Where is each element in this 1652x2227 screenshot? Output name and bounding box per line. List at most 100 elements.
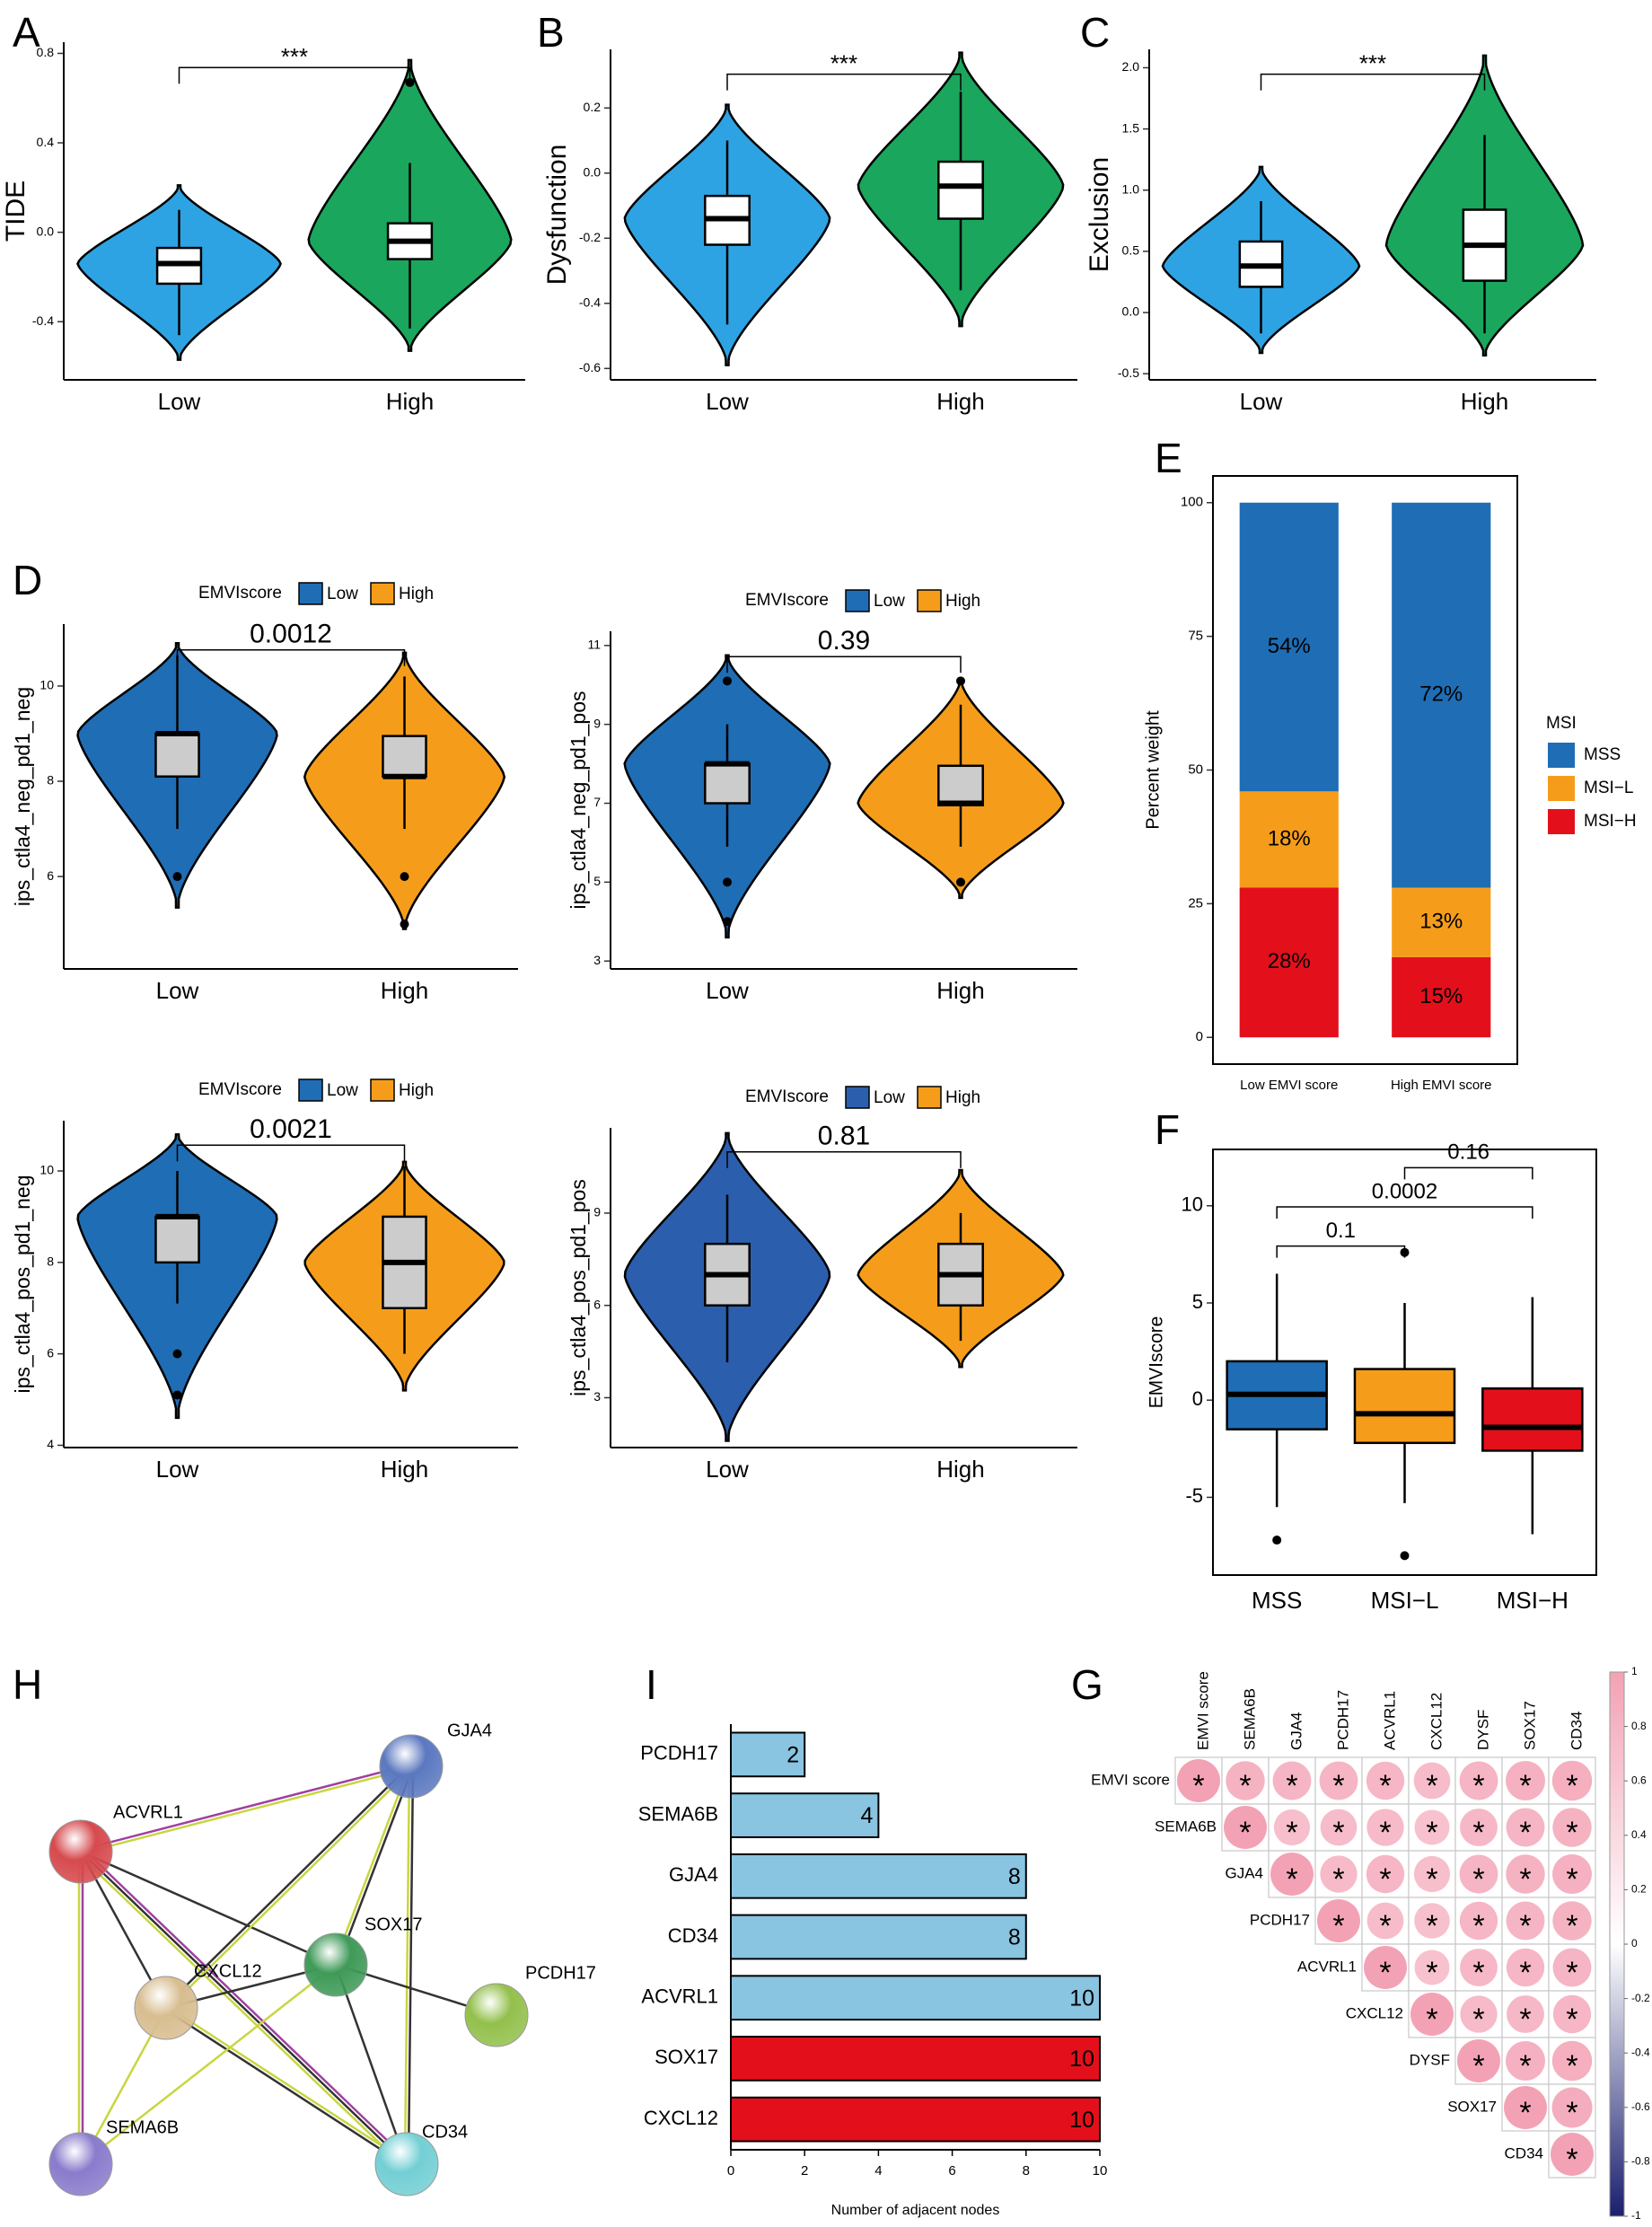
x-tick-label: Low [158, 388, 201, 415]
y-tick-label: ACVRL1 [641, 1985, 718, 2008]
correlation-circle [1506, 1808, 1545, 1847]
y-tick-label: 0.0 [1122, 304, 1140, 319]
y-tick-label: 7 [593, 795, 601, 809]
network-node [48, 1819, 113, 1884]
outlier [956, 877, 965, 887]
y-tick-label: 0.4 [37, 135, 55, 149]
colorbar-tick-label: -1 [1631, 2209, 1641, 2222]
correlation-circle [1414, 1950, 1450, 1985]
box [154, 1215, 200, 1264]
correlation-circle [1366, 1809, 1404, 1846]
outlier [172, 1390, 182, 1400]
y-tick-label: 6 [47, 1345, 54, 1360]
significance-star: * [1566, 1862, 1577, 1897]
network-edge [163, 1764, 411, 2008]
colorbar-tick-label: -0.4 [1631, 2046, 1650, 2058]
significance-label: 0.81 [818, 1122, 870, 1151]
box [937, 764, 984, 806]
x-tick-label: 10 [1093, 2163, 1108, 2179]
x-tick-label: Low [156, 1456, 199, 1483]
legend-label: High [399, 585, 434, 603]
correlation-circle [1366, 1902, 1404, 1940]
panel-label: F [1155, 1106, 1180, 1153]
significance-star: * [1472, 2049, 1484, 2083]
bar [730, 1731, 806, 1778]
data-label: 8 [1008, 1864, 1021, 1889]
correlation-circle [1506, 2041, 1545, 2081]
significance-star: * [1379, 1862, 1391, 1897]
significance-label: 0.1 [1326, 1219, 1356, 1243]
y-tick-label: 3 [593, 1389, 601, 1404]
network-edge [80, 1850, 337, 1967]
y-tick-label: 10 [1182, 1193, 1203, 1216]
significance-star: * [1379, 1816, 1391, 1850]
column-label: SEMA6B [1241, 1688, 1258, 1750]
significance-star: * [1519, 2049, 1531, 2083]
legend-swatch [298, 1078, 323, 1102]
significance-star: * [1566, 2096, 1577, 2130]
y-tick-label: 9 [593, 1205, 601, 1219]
legend-label: Low [874, 1088, 905, 1107]
column-label: DYSF [1474, 1710, 1491, 1750]
box [1353, 1368, 1456, 1445]
y-tick-label: 2.0 [1122, 59, 1140, 74]
bar [730, 1914, 1027, 1960]
significance-bracket [726, 73, 962, 91]
outlier [400, 872, 409, 882]
y-axis-label: TIDE [1, 180, 31, 242]
y-tick-label: -0.5 [1118, 365, 1139, 380]
y-tick-label: 0.2 [584, 100, 602, 114]
y-tick-label: SOX17 [655, 2046, 718, 2068]
network-node [48, 2132, 113, 2196]
x-tick-label: High [936, 1456, 984, 1483]
column-label: ACVRL1 [1381, 1691, 1398, 1750]
x-tick-label: High [936, 977, 984, 1004]
plot-frame [1212, 1149, 1597, 1576]
x-tick-label: Low [706, 977, 749, 1004]
significance-star: * [1332, 1769, 1344, 1803]
significance-star: * [1519, 1862, 1531, 1897]
correlation-circle [1272, 1761, 1312, 1800]
x-tick-label: 8 [1023, 2163, 1030, 2179]
significance-star: * [1426, 1862, 1437, 1897]
row-label: PCDH17 [1250, 1911, 1310, 1928]
significance-star: * [1426, 2003, 1437, 2037]
bar-segment [1392, 502, 1491, 888]
column-label: CXCL12 [1428, 1693, 1445, 1750]
outlier [723, 877, 732, 887]
significance-star: * [1566, 1816, 1577, 1850]
significance-star: * [1519, 1816, 1531, 1850]
legend-label: Low [327, 1081, 358, 1100]
box [1481, 1386, 1584, 1452]
correlation-circle [1552, 1948, 1592, 1987]
correlation-circle [1459, 1854, 1498, 1894]
significance-star: * [1519, 2003, 1531, 2037]
legend-swatch [845, 1086, 870, 1109]
correlation-circle [1414, 1809, 1450, 1845]
panel-label: A [13, 9, 40, 56]
data-label: 13% [1419, 910, 1463, 934]
outlier [723, 917, 732, 927]
network-edge [81, 1766, 412, 1855]
x-tick-label: 4 [874, 2163, 882, 2179]
row-label: SOX17 [1447, 2098, 1497, 2115]
correlation-circle [1506, 1854, 1545, 1894]
network-edge [166, 1766, 414, 2011]
y-axis-label: ips_ctla4_pos_pd1_neg [11, 1175, 34, 1394]
y-tick-label: -0.2 [579, 230, 601, 244]
x-tick-label: MSS [1252, 1587, 1302, 1614]
significance-star: * [1426, 1909, 1437, 1943]
significance-star: * [1566, 1909, 1577, 1943]
legend-label: MSS [1584, 745, 1621, 764]
node-label: SOX17 [365, 1915, 422, 1934]
colorbar-tick-label: -0.6 [1631, 2100, 1650, 2113]
x-tick-label: High [1461, 388, 1508, 415]
y-tick-label: SEMA6B [638, 1802, 718, 1825]
colorbar-tick-label: -0.8 [1631, 2155, 1650, 2168]
box [937, 160, 984, 220]
y-axis-label: ips_ctla4_pos_pd1_pos [567, 1179, 590, 1396]
significance-star: * [1519, 1909, 1531, 1943]
x-tick-label: Low [706, 1456, 749, 1483]
colorbar-tick-label: 0.6 [1631, 1774, 1647, 1786]
legend-label: Low [327, 585, 358, 603]
